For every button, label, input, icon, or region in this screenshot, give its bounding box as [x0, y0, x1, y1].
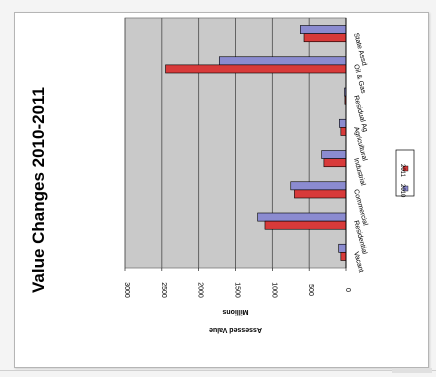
category-tick-label: State Assd	[352, 32, 367, 66]
bar-2010	[219, 57, 346, 65]
bar-2011	[341, 252, 346, 260]
bar-2011	[265, 221, 346, 229]
plot-area	[125, 18, 346, 268]
category-axis: VacantResidentialCommercialIndustrialAgr…	[352, 32, 369, 273]
bar-2011	[294, 190, 346, 198]
value-tick-label: 3000	[123, 282, 130, 298]
category-tick-label: Oil & Gas	[352, 64, 367, 95]
chart-title-group: Value Changes 2010-2011	[29, 87, 48, 293]
bar-2011	[324, 159, 346, 167]
value-tick-label: 2000	[197, 282, 204, 298]
value-tick-label: 500	[307, 284, 314, 296]
value-axis-title-group: Assessed Value Millions	[209, 308, 262, 333]
bar-2011	[341, 127, 346, 135]
bar-2011	[304, 34, 346, 42]
footer-divider	[0, 370, 436, 371]
bar-2010	[258, 213, 346, 221]
footer-mark	[392, 368, 432, 373]
value-axis-title: Assessed Value	[209, 326, 262, 333]
bar-2010	[339, 244, 346, 252]
value-axis-unit: Millions	[222, 308, 248, 315]
legend: 2010 2011	[396, 150, 414, 198]
legend-label-2010: 2010	[399, 184, 405, 198]
value-tick-label: 2500	[160, 282, 167, 298]
bar-2010	[300, 26, 346, 34]
value-tick-label: 1500	[234, 282, 241, 298]
bar-2010	[339, 119, 346, 127]
category-tick-label: Industrial	[352, 157, 366, 187]
bar-2010	[322, 151, 346, 159]
value-tick-label: 1000	[270, 282, 277, 298]
legend-label-2011: 2011	[399, 164, 405, 178]
bar-2011	[166, 65, 346, 73]
bar-2010	[291, 182, 346, 190]
chart-title: Value Changes 2010-2011	[29, 87, 48, 293]
value-tick-label: 0	[344, 288, 351, 292]
